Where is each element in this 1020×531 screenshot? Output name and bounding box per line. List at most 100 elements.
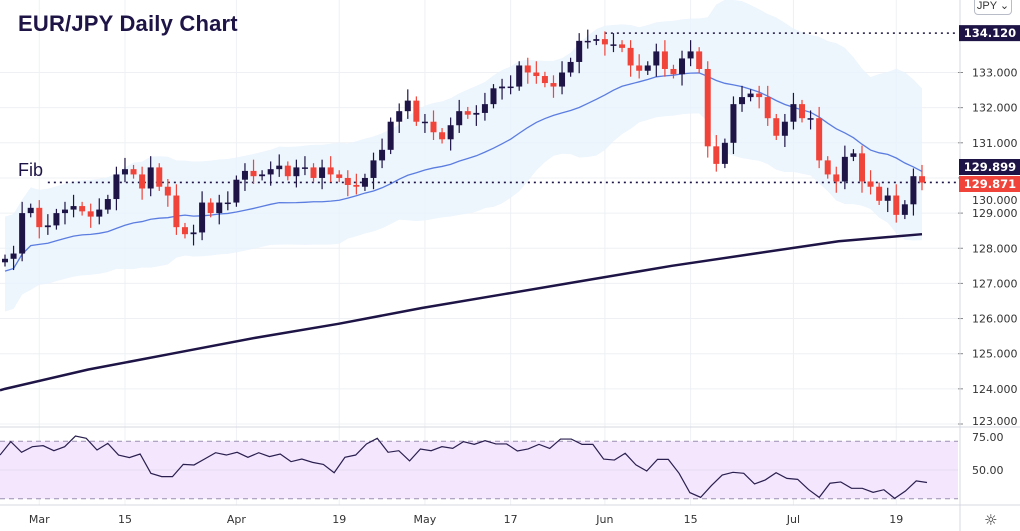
candle-bullish	[396, 111, 403, 122]
candle-bullish	[361, 177, 368, 187]
candle-bullish	[70, 206, 77, 210]
candle-bearish	[181, 227, 188, 235]
candle-bullish	[584, 40, 591, 43]
candle-bearish	[139, 174, 146, 189]
candle-bearish	[87, 211, 94, 217]
candle-bearish	[773, 118, 780, 136]
currency-selector[interactable]: JPY ⌄	[974, 0, 1012, 15]
candle-bullish	[224, 202, 231, 205]
candle-bullish	[850, 153, 857, 157]
candle-bullish	[516, 65, 523, 87]
candle-bullish	[379, 149, 386, 161]
candle-bearish	[79, 206, 86, 212]
settings-gear-icon[interactable]: ☼	[984, 511, 998, 529]
candle-bearish	[173, 195, 180, 228]
candle-bearish	[627, 47, 634, 66]
candle-bearish	[250, 170, 257, 177]
chevron-down-icon: ⌄	[999, 0, 1010, 12]
candle-bearish	[636, 65, 643, 71]
candle-bearish	[893, 195, 900, 215]
candle-bullish	[841, 156, 848, 182]
candle-bullish	[147, 167, 154, 189]
candle-bearish	[824, 160, 831, 175]
candle-bearish	[327, 167, 334, 175]
candle-bearish	[661, 51, 668, 69]
candle-bullish	[199, 202, 206, 233]
candle-bullish	[27, 207, 34, 214]
rsi-tick-label: 50.00	[972, 464, 1004, 477]
candle-bearish	[713, 146, 720, 164]
candle-bullish	[387, 121, 394, 150]
candle-bearish	[310, 167, 317, 178]
x-tick-label: Jul	[786, 513, 800, 526]
price-label-box	[959, 159, 1020, 175]
candle-bearish	[876, 186, 883, 201]
candle-bullish	[559, 72, 566, 87]
candle-bullish	[576, 40, 583, 62]
candle-bearish	[756, 93, 763, 98]
fib-label: Fib	[18, 160, 44, 180]
candle-bearish	[36, 207, 43, 228]
x-tick-label: 15	[684, 513, 698, 526]
price-label-text: 129.871	[964, 177, 1016, 191]
candle-bullish	[884, 195, 891, 201]
candle-bearish	[344, 177, 351, 185]
candle-bullish	[267, 169, 274, 175]
candle-bearish	[353, 184, 360, 187]
candle-bullish	[473, 112, 480, 115]
price-tick-label: 123.000	[972, 415, 1018, 428]
x-tick-label: 17	[504, 513, 518, 526]
candle-bullish	[404, 100, 411, 112]
currency-value: JPY	[976, 0, 997, 12]
candle-bearish	[816, 118, 823, 161]
candle-bearish	[704, 68, 711, 147]
candle-bullish	[807, 118, 814, 120]
candle-bullish	[687, 51, 694, 59]
candle-bearish	[867, 181, 874, 187]
candle-bearish	[670, 68, 677, 75]
candle-bullish	[319, 167, 326, 178]
ma20-line	[4, 72, 923, 272]
candle-bullish	[739, 97, 746, 105]
candle-bearish	[859, 153, 865, 182]
candle-bullish	[610, 44, 617, 46]
candle-bullish	[19, 213, 26, 254]
candle-bearish	[601, 39, 608, 45]
x-tick-label: 19	[889, 513, 903, 526]
candle-bearish	[619, 44, 626, 48]
candle-bullish	[61, 209, 68, 214]
candle-bullish	[216, 202, 223, 214]
x-tick-label: Apr	[227, 513, 247, 526]
x-tick-label: Jun	[595, 513, 613, 526]
ma200-line	[0, 232, 923, 392]
x-tick-label: 15	[118, 513, 132, 526]
candle-bearish	[413, 100, 420, 122]
candle-bullish	[507, 86, 514, 89]
candle-bearish	[524, 65, 531, 73]
bollinger-band	[5, 0, 922, 312]
price-tick-label: 133.000	[972, 67, 1018, 80]
candle-bullish	[421, 121, 428, 124]
candle-bullish	[790, 104, 797, 122]
price-tick-label: 128.000	[972, 242, 1018, 255]
price-tick-label: 130.000	[972, 194, 1018, 207]
candle-bearish	[439, 132, 446, 140]
candle-bullish	[44, 225, 51, 228]
x-tick-label: 19	[332, 513, 346, 526]
candle-bullish	[747, 93, 754, 98]
candle-bullish	[121, 169, 128, 175]
candle-bullish	[653, 51, 660, 66]
candle-bullish	[233, 179, 240, 203]
candle-bullish	[293, 167, 300, 177]
candle-bearish	[918, 176, 925, 183]
candle-bearish	[430, 121, 437, 133]
candle-bullish	[901, 204, 908, 215]
candle-bullish	[644, 65, 651, 71]
candle-bullish	[910, 176, 917, 205]
price-label-box	[959, 25, 1020, 42]
candle-bullish	[456, 111, 463, 126]
price-label-text: 134.120	[964, 26, 1016, 40]
x-tick-label: May	[414, 513, 437, 526]
candle-bearish	[464, 111, 471, 115]
